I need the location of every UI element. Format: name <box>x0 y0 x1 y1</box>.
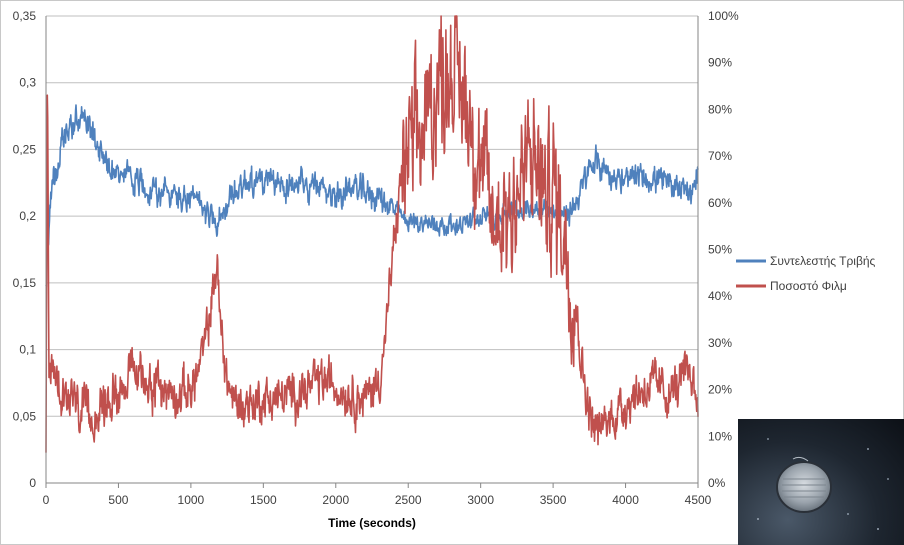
right-axis-tick-label: 30% <box>708 336 732 350</box>
specimen-photo <box>738 419 904 545</box>
specimen-photo-drawing <box>757 438 889 530</box>
left-axis-tick-label: 0 <box>29 476 36 490</box>
x-axis-tick-label: 2000 <box>322 493 349 507</box>
x-axis-tick-label: 2500 <box>395 493 422 507</box>
x-axis-tick-label: 4000 <box>612 493 639 507</box>
right-axis-tick-label: 100% <box>708 9 739 23</box>
left-axis-tick-label: 0,15 <box>13 276 37 290</box>
left-axis-tick-label: 0,35 <box>13 9 37 23</box>
right-axis-tick-label: 40% <box>708 289 732 303</box>
right-axis-tick-label: 10% <box>708 429 732 443</box>
left-axis-tick-label: 0,2 <box>19 209 36 223</box>
x-axis-tick-label: 4500 <box>685 493 712 507</box>
specimen-disk <box>777 462 831 512</box>
left-axis-tick-label: 0,1 <box>19 343 36 357</box>
legend: Συντελεστής Τριβής Ποσοστό Φιλμ <box>736 254 876 293</box>
x-axis-tick-label: 0 <box>43 493 50 507</box>
left-axis-tick-label: 0,3 <box>19 76 36 90</box>
x-axis-tick-label: 3500 <box>540 493 567 507</box>
right-axis-tick-label: 60% <box>708 196 732 210</box>
legend-label-friction: Συντελεστής Τριβής <box>770 254 876 268</box>
series-line-friction <box>45 104 699 288</box>
right-axis-tick-label: 80% <box>708 102 732 116</box>
axes <box>45 16 699 484</box>
specimen-fiber <box>792 456 809 462</box>
right-axis-tick-label: 20% <box>708 383 732 397</box>
x-axis-tick-label: 1000 <box>178 493 205 507</box>
specimen-disk-edge <box>776 461 832 513</box>
right-axis-tick-label: 90% <box>708 56 732 70</box>
right-axis-ticks: 0% 10% 20% 30% 40% 50% 60% 70% 80% 90% 100% <box>708 9 739 490</box>
legend-label-film: Ποσοστό Φιλμ <box>770 279 847 293</box>
x-axis-tick-label: 3000 <box>467 493 494 507</box>
series-layer <box>45 15 699 453</box>
right-axis-tick-label: 0% <box>708 476 726 490</box>
right-axis-tick-label: 70% <box>708 149 732 163</box>
left-axis-tick-label: 0,05 <box>13 409 37 423</box>
x-axis-title: Time (seconds) <box>328 516 416 530</box>
x-axis-tick-label: 1500 <box>250 493 277 507</box>
right-axis-tick-label: 50% <box>708 243 732 257</box>
x-axis-tick-label: 500 <box>108 493 128 507</box>
left-axis-ticks: 0 0,05 0,1 0,15 0,2 0,25 0,3 0,35 <box>13 9 37 490</box>
series-line-film <box>45 15 699 453</box>
grid-lines <box>46 15 698 484</box>
left-axis-tick-label: 0,25 <box>13 142 37 156</box>
x-axis-ticks: 0 500 1000 1500 2000 2500 3000 3500 4000 4500 <box>43 483 712 507</box>
specimen-wear-track <box>782 478 826 498</box>
